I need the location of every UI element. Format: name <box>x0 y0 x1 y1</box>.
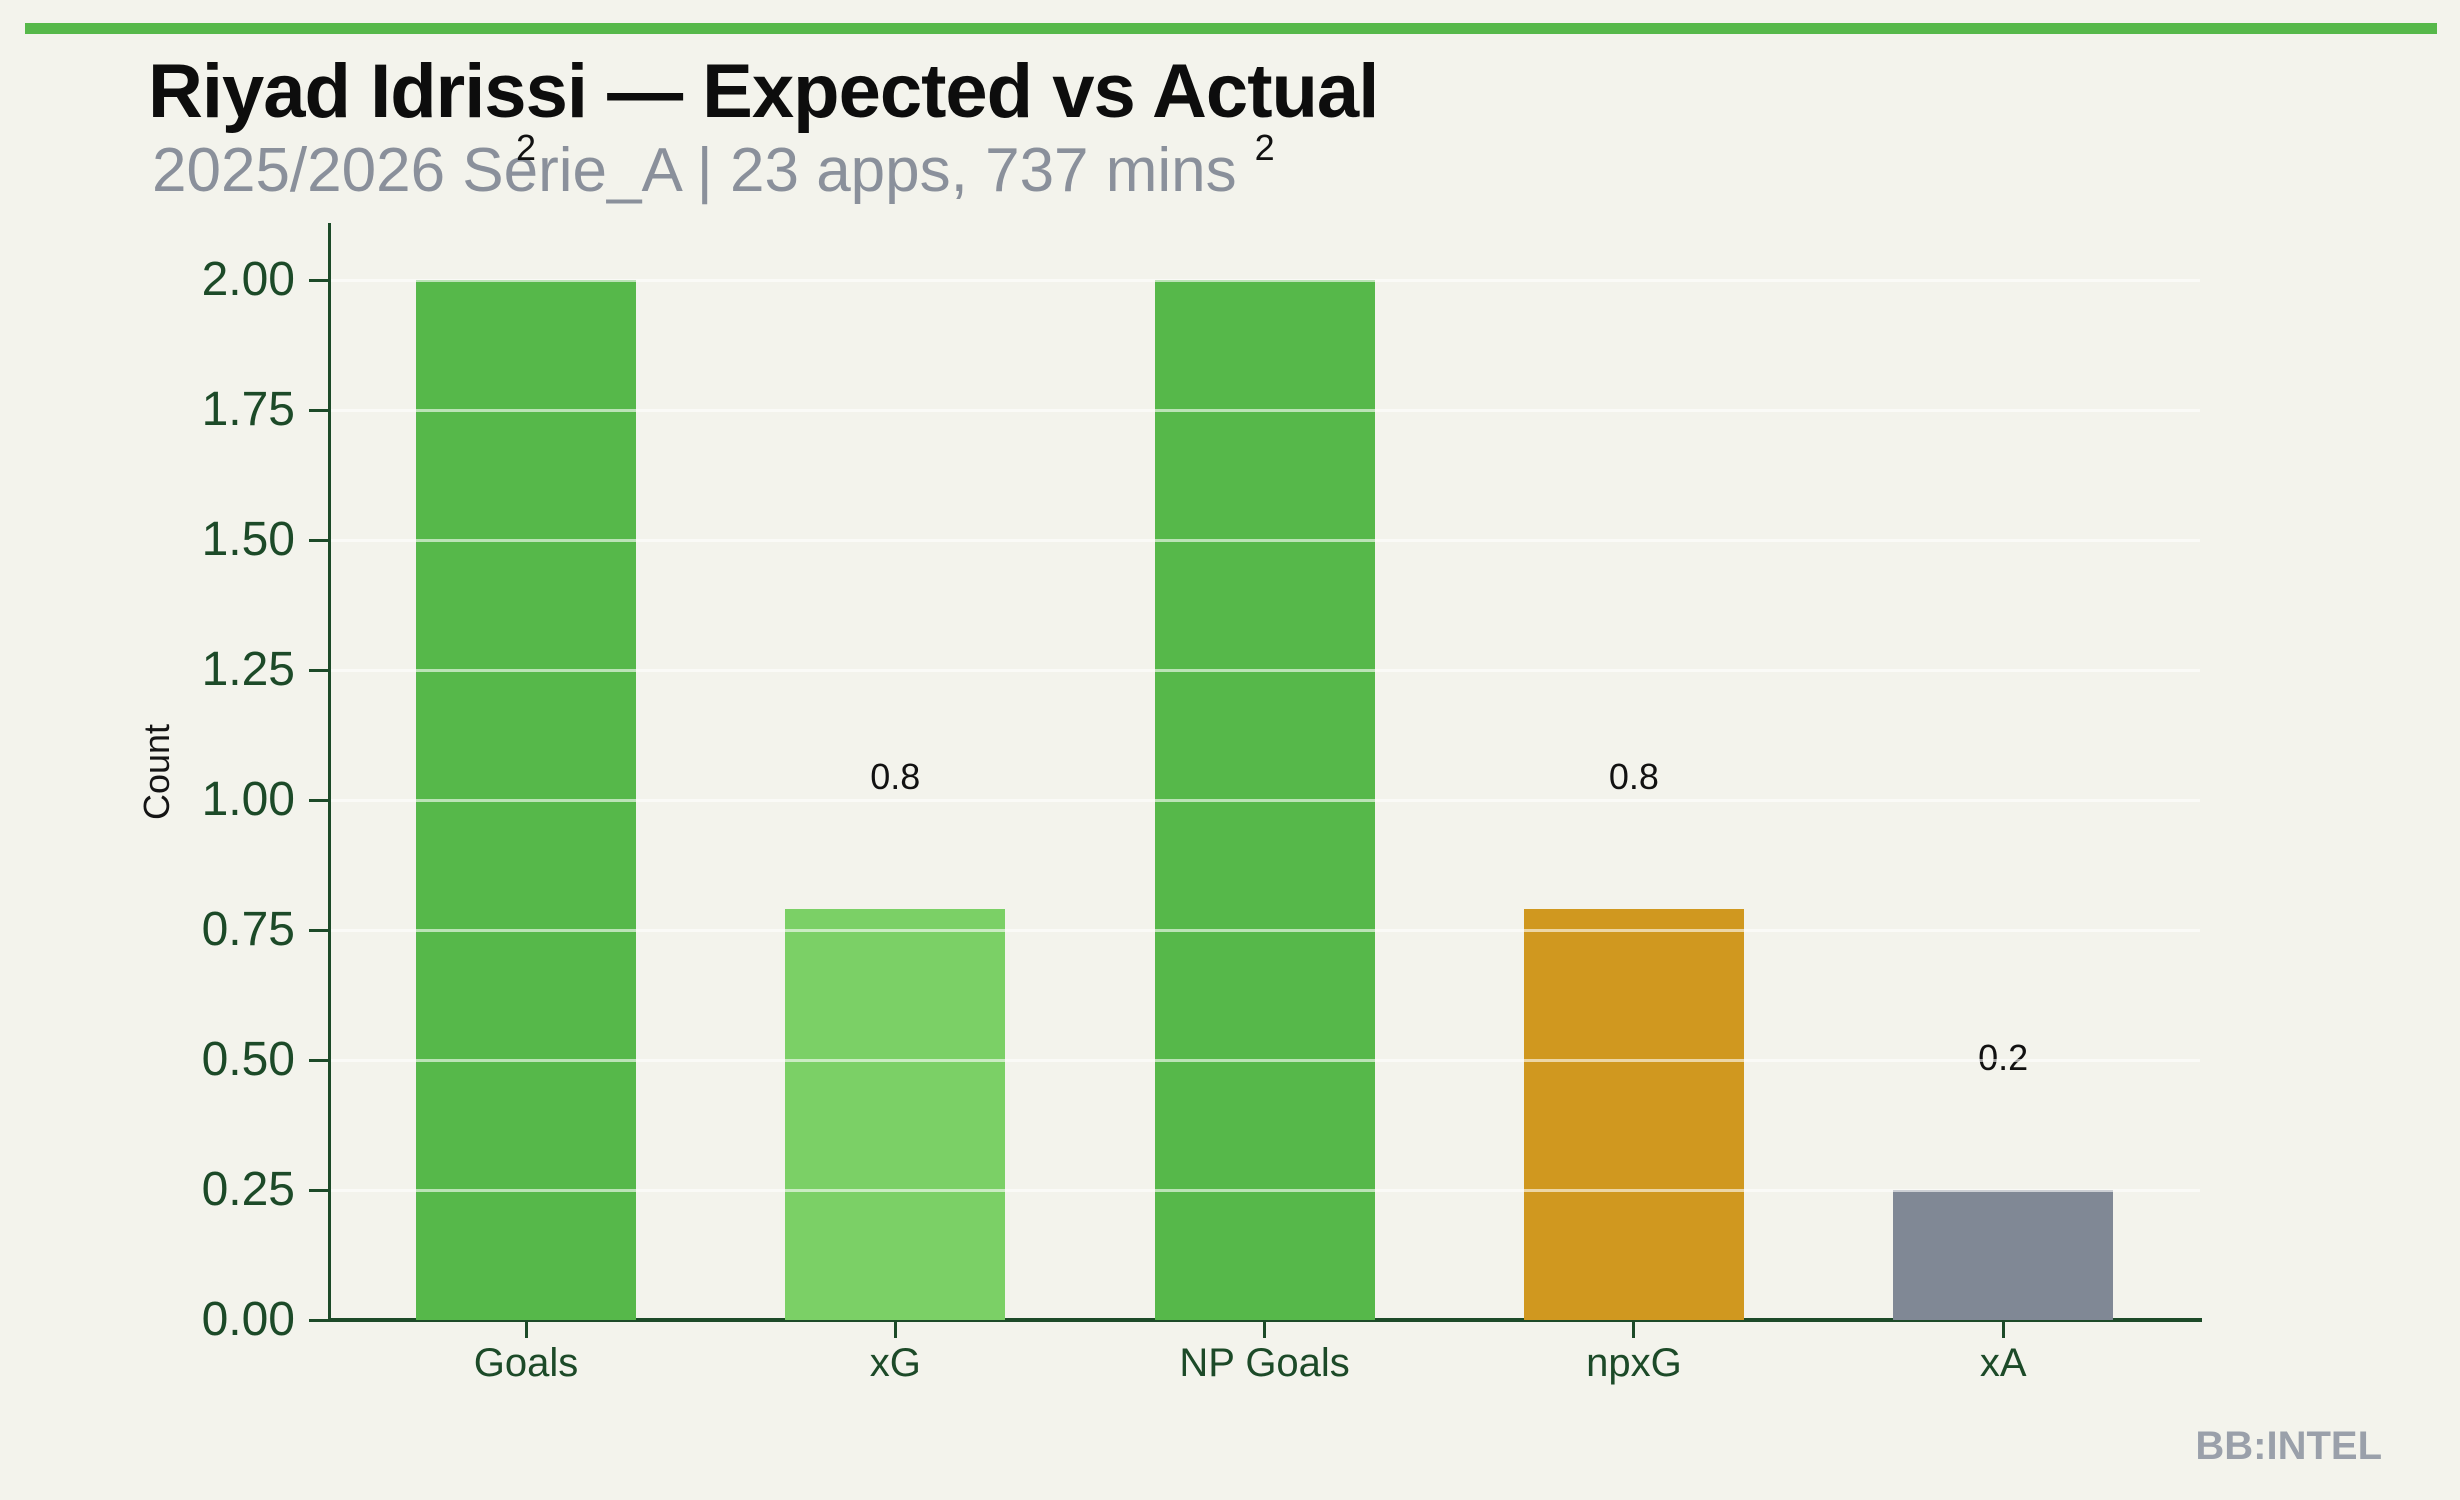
y-axis-tick-label-1.25: 1.25 <box>201 643 295 697</box>
y-axis-tick-0.00 <box>309 1318 328 1322</box>
bar-npxg <box>1523 909 1744 1320</box>
x-axis-tick-np-goals <box>1263 1322 1267 1338</box>
y-axis-tick-label-0.00: 0.00 <box>201 1293 295 1346</box>
gridline-1.00 <box>331 798 2200 802</box>
bar-value-label-goals: 2 <box>515 127 537 168</box>
bar-value-label-np-goals: 2 <box>1254 127 1275 168</box>
y-axis-tick-0.75 <box>309 928 328 932</box>
y-axis-tick-label-1.75: 1.75 <box>201 383 295 437</box>
x-axis-tick-goals <box>524 1322 528 1338</box>
x-axis-tick-xa <box>2001 1322 2005 1338</box>
x-axis-label-xa: xA <box>1979 1341 2027 1385</box>
y-axis-tick-label-2.00: 2.00 <box>201 253 295 307</box>
bar-value-label-npxg: 0.8 <box>1608 756 1659 797</box>
x-axis-line <box>328 1318 2202 1322</box>
x-axis-label-np-goals: NP Goals <box>1179 1341 1350 1385</box>
x-axis-tick-npxg <box>1632 1322 1636 1338</box>
watermark: BB:INTEL <box>2195 1424 2382 1468</box>
gridline-1.50 <box>331 538 2200 542</box>
y-axis-tick-label-0.75: 0.75 <box>201 903 295 957</box>
y-axis-tick-label-0.25: 0.25 <box>201 1163 295 1217</box>
top-accent-bar <box>25 23 2437 34</box>
y-axis-tick-0.50 <box>309 1058 328 1062</box>
x-axis-label-goals: Goals <box>473 1341 579 1385</box>
y-axis-tick-1.75 <box>309 408 328 412</box>
gridline-0.25 <box>331 1188 2200 1192</box>
x-axis-label-xg: xG <box>869 1341 921 1385</box>
chart-title: Riyad Idrissi — Expected vs Actual <box>148 49 1379 134</box>
y-axis-tick-0.25 <box>309 1188 328 1192</box>
y-axis-tick-2.00 <box>309 278 328 282</box>
bar-value-label-xg: 0.8 <box>870 756 921 797</box>
gridline-1.75 <box>331 408 2200 412</box>
bar-xg <box>785 909 1006 1320</box>
y-axis-tick-label-0.50: 0.50 <box>201 1033 295 1087</box>
gridline-2.00 <box>331 278 2200 282</box>
y-axis-tick-label-1.00: 1.00 <box>201 773 295 827</box>
x-axis-tick-xg <box>893 1322 897 1338</box>
bar-xa <box>1893 1190 2114 1320</box>
gridline-1.25 <box>331 668 2200 672</box>
chart-subtitle: 2025/2026 Serie_A | 23 apps, 737 mins <box>152 136 1237 205</box>
y-axis-tick-1.00 <box>309 798 328 802</box>
y-axis-tick-1.50 <box>309 538 328 542</box>
gridline-0.75 <box>331 928 2200 932</box>
y-axis-tick-1.25 <box>309 668 328 672</box>
x-axis-label-npxg: npxG <box>1586 1341 1682 1385</box>
bar-value-label-xa: 0.2 <box>1978 1037 2029 1078</box>
y-axis-tick-label-1.50: 1.50 <box>201 513 295 567</box>
y-axis-line <box>328 223 331 1322</box>
gridline-0.50 <box>331 1058 2200 1062</box>
